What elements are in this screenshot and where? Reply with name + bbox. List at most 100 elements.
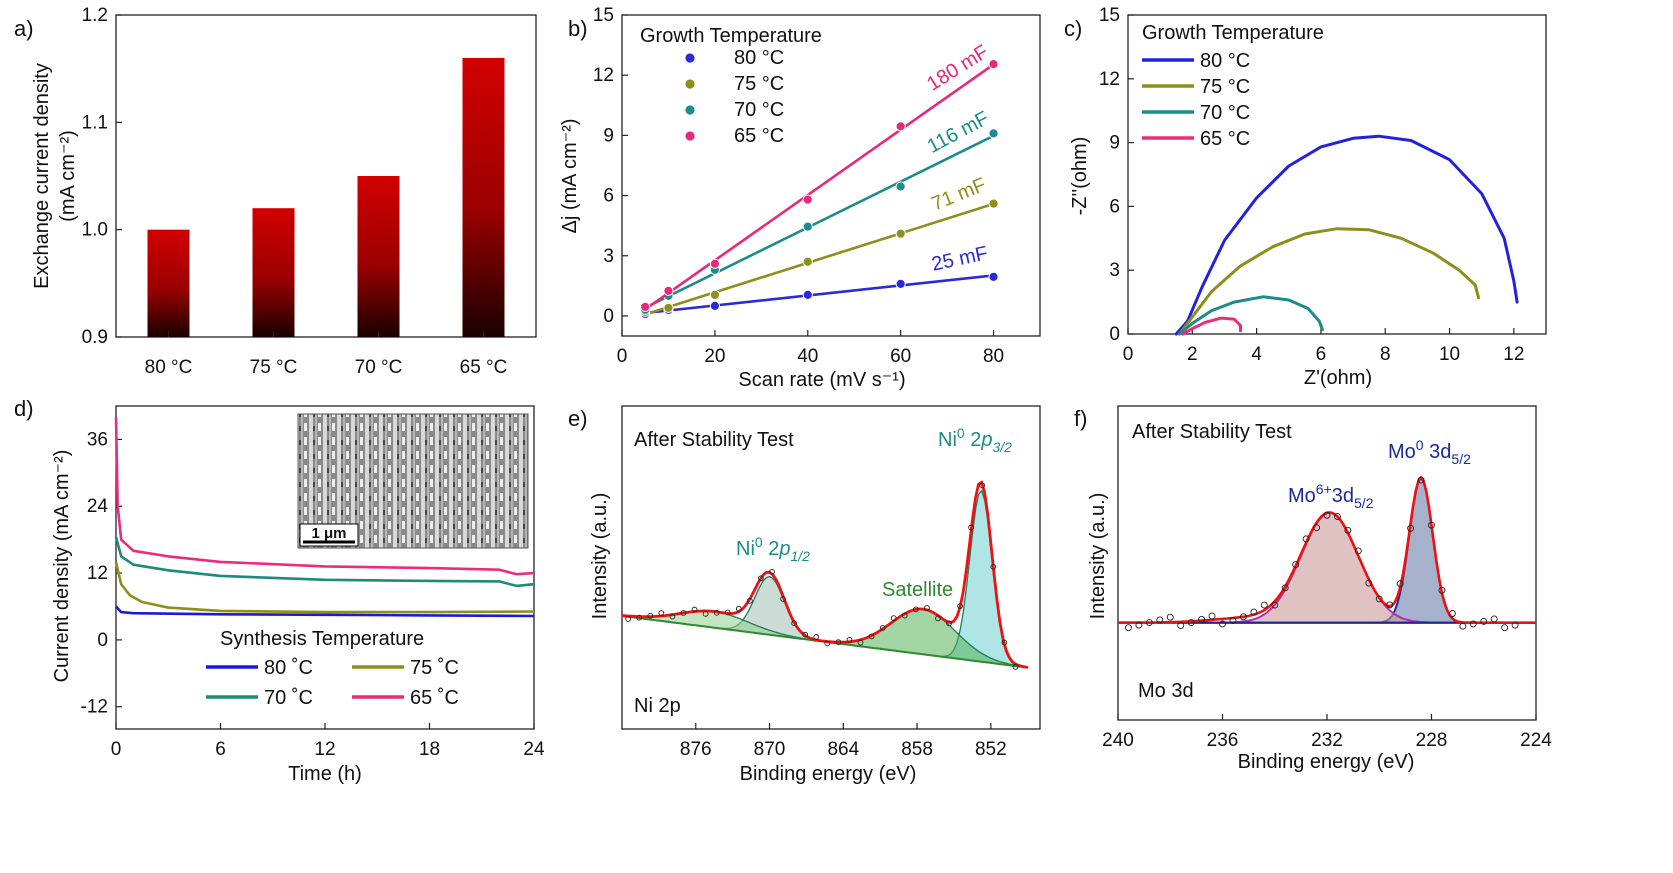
peak-label-ni-2p3-sub: 3/2 bbox=[993, 439, 1013, 455]
ni-data-point-4 bbox=[669, 613, 676, 620]
ni-data-point-3 bbox=[658, 610, 665, 616]
ni-data-point-31 bbox=[968, 524, 975, 531]
ni-data-point-7 bbox=[702, 610, 709, 617]
panel-c-x-tick-label-6: 12 bbox=[1503, 344, 1524, 365]
ni-data-point-35 bbox=[1012, 664, 1019, 670]
panel-b-label: b) bbox=[568, 16, 588, 41]
ni-data-point-19 bbox=[835, 639, 842, 646]
panel-d-x-ticks: 0 6 12 18 24 bbox=[111, 723, 545, 760]
peak-label-mo6-sub: 5/2 bbox=[1354, 495, 1374, 511]
peak-label-mo0-base: Mo bbox=[1388, 441, 1416, 463]
bar-70c bbox=[357, 176, 400, 337]
panel-d-x-tick-label-3: 18 bbox=[419, 739, 440, 760]
mo-data-point-3 bbox=[1156, 616, 1164, 624]
panel-e-frame bbox=[621, 405, 1041, 730]
scale-bar-label: 1 μm bbox=[311, 525, 346, 542]
panel-e-x-tick-label-3: 858 bbox=[901, 739, 933, 760]
ni-data-point-32 bbox=[979, 482, 986, 489]
ni-data-point-16 bbox=[802, 631, 809, 638]
ni-data-point-11 bbox=[747, 597, 753, 604]
panel-f-label: f) bbox=[1074, 406, 1087, 431]
stability-curve-80c bbox=[115, 605, 535, 618]
sem-inset: 1 μm bbox=[297, 413, 529, 549]
panel-a-x-tick-label-1: 75 °C bbox=[250, 357, 298, 378]
panel-d-y-tick-label-0: -12 bbox=[81, 697, 108, 718]
panel-a-y-ticks: 0.9 1.0 1.1 1.2 bbox=[82, 5, 122, 348]
panel-e-x-tick-label-0: 876 bbox=[680, 739, 712, 760]
panel-b-x-tick-label-1: 20 bbox=[704, 346, 725, 367]
ni-data-point-13 bbox=[769, 568, 775, 575]
panel-c-y-tick-label-5: 15 bbox=[1099, 5, 1120, 26]
point-70c-3 bbox=[802, 221, 813, 232]
panel-d-y-tick-label-3: 24 bbox=[87, 496, 109, 517]
panel-c: c) 0 3 6 9 12 15 0 2 4 6 8 10 12 Growth Temperature… bbox=[1064, 5, 1547, 389]
ni-data-point-2 bbox=[647, 612, 654, 619]
panel-d-label: d) bbox=[14, 396, 34, 421]
mo-data-point-7 bbox=[1198, 615, 1206, 623]
panel-d-y-tick-label-1: 0 bbox=[97, 630, 108, 651]
bar-65c bbox=[462, 57, 505, 337]
mo-data-point-12 bbox=[1250, 608, 1258, 616]
legend-label-65c: 65 °C bbox=[1200, 128, 1250, 150]
mo-data-point-33 bbox=[1469, 620, 1477, 628]
panel-e-x-tick-label-2: 864 bbox=[827, 739, 859, 760]
panel-f-x-tick-label-3: 228 bbox=[1416, 730, 1448, 751]
ni-data-point-17 bbox=[813, 634, 820, 640]
panel-b-x-ticks: 0 20 40 60 80 bbox=[617, 330, 1004, 367]
panel-e-x-tick-label-1: 870 bbox=[754, 739, 786, 760]
panel-b-x-tick-label-4: 80 bbox=[983, 346, 1004, 367]
panel-b-y-tick-label-0: 0 bbox=[603, 306, 614, 327]
panel-b-y-tick-label-3: 9 bbox=[603, 125, 614, 146]
peak-label-ni-2p1-base: Ni bbox=[736, 538, 755, 560]
panel-b-y-tick-label-1: 3 bbox=[603, 246, 614, 267]
panel-b-y-ticks: 0 3 6 9 12 15 bbox=[593, 5, 628, 327]
panel-d-x-axis-title: Time (h) bbox=[288, 763, 362, 785]
ni-data-point-9 bbox=[724, 609, 731, 616]
legend-marker-75c bbox=[685, 79, 695, 89]
legend-label-70c: 70 °C bbox=[734, 99, 784, 121]
mo-data-point-20 bbox=[1333, 513, 1341, 520]
panel-b-x-tick-label-0: 0 bbox=[617, 346, 628, 367]
mo-data-point-22 bbox=[1354, 547, 1362, 555]
ni-data-point-22 bbox=[868, 633, 875, 640]
peak-label-mo6: Mo6+3d5/2 bbox=[1288, 481, 1374, 511]
ni-data-point-28 bbox=[935, 615, 941, 622]
nyquist-curve-70c bbox=[1177, 295, 1324, 336]
mo-data-point-29 bbox=[1428, 521, 1435, 529]
ni-data-point-33 bbox=[990, 563, 997, 570]
panel-f-x-tick-label-2: 232 bbox=[1311, 730, 1343, 751]
panel-a-x-tick-label-2: 70 °C bbox=[355, 357, 403, 378]
point-80c-4 bbox=[895, 278, 906, 289]
mo-data-point-37 bbox=[1511, 621, 1519, 629]
panel-d-y-tick-label-2: 12 bbox=[87, 563, 108, 584]
mo-data-point-5 bbox=[1177, 622, 1185, 630]
ni-data-point-20 bbox=[846, 636, 853, 643]
fit-line-70c bbox=[644, 134, 995, 309]
point-65c-1 bbox=[663, 285, 674, 296]
mo-data-point-35 bbox=[1490, 615, 1498, 623]
panel-d-y-axis-title: Current density (mA cm⁻²) bbox=[51, 450, 73, 683]
panel-c-x-tick-label-4: 8 bbox=[1380, 344, 1391, 365]
panel-f-x-tick-label-4: 224 bbox=[1520, 730, 1552, 751]
mo-data-point-0 bbox=[1124, 624, 1132, 632]
mo-data-point-27 bbox=[1407, 524, 1415, 532]
mo-data-point-4 bbox=[1166, 613, 1174, 621]
nyquist-curve-80c bbox=[1174, 134, 1519, 336]
bar-75c bbox=[252, 208, 295, 337]
panel-e: e) 876 870 864 858 852 After Stability Test … bbox=[568, 405, 1041, 785]
panel-f: f) 240 236 232 228 224 After Stability Test … bbox=[1074, 405, 1552, 773]
panel-e-x-tick-label-4: 852 bbox=[975, 739, 1007, 760]
peak-label-mo6-sup: 6+ bbox=[1316, 481, 1332, 497]
panel-a-label: a) bbox=[14, 16, 34, 41]
mo-data-point-13 bbox=[1260, 601, 1268, 609]
panel-a-frame bbox=[115, 14, 537, 338]
legend-label-75c: 75 °C bbox=[734, 73, 784, 95]
point-75c-4 bbox=[895, 228, 906, 239]
peak-label-mo6-base: Mo bbox=[1288, 485, 1316, 507]
mo-data-point-8 bbox=[1208, 612, 1216, 620]
mo-data-point-14 bbox=[1271, 601, 1279, 609]
ni-data-point-15 bbox=[791, 620, 797, 627]
ni-data-point-0 bbox=[625, 616, 631, 622]
panel-c-x-tick-label-1: 2 bbox=[1187, 344, 1198, 365]
